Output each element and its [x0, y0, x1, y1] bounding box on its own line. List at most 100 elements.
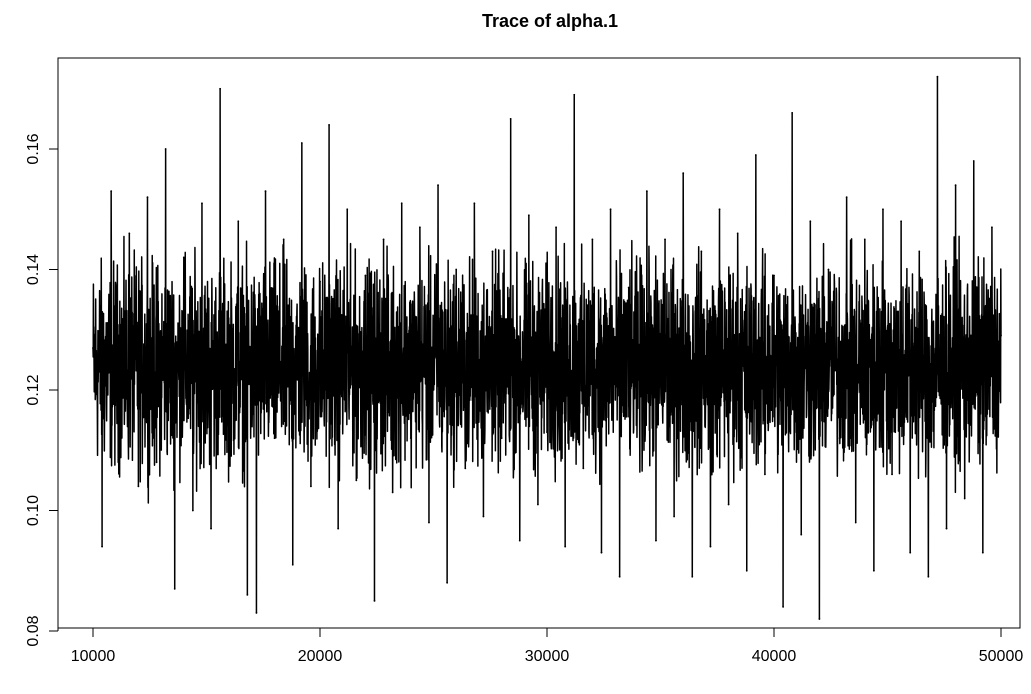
data-point	[455, 268, 458, 271]
data-point	[954, 184, 957, 187]
data-point	[709, 545, 712, 548]
data-point	[482, 515, 485, 518]
data-point	[845, 196, 848, 199]
data-point	[791, 111, 794, 114]
data-point	[537, 503, 539, 506]
data-point	[319, 280, 321, 283]
data-point	[382, 238, 385, 241]
data-point	[137, 485, 140, 488]
data-point	[555, 226, 557, 229]
data-point	[854, 521, 857, 524]
data-point	[900, 220, 903, 223]
data-point	[173, 587, 176, 590]
data-point	[391, 491, 394, 494]
data-point	[428, 521, 430, 524]
data-point	[210, 527, 212, 530]
y-axis: 0.08 0.10 0.12 0.14 0.16	[25, 133, 59, 647]
data-point	[110, 190, 113, 193]
data-point	[636, 407, 639, 409]
data-point	[337, 527, 340, 530]
data-point	[754, 154, 757, 156]
data-point	[101, 545, 103, 548]
data-point	[809, 220, 812, 223]
data-point	[872, 569, 875, 572]
data-point	[863, 238, 866, 241]
data-point	[346, 208, 349, 211]
data-point	[673, 515, 676, 518]
data-point	[164, 148, 167, 150]
data-point	[564, 545, 567, 548]
x-tick-label: 10000	[71, 648, 116, 665]
data-point	[273, 437, 276, 440]
data-point	[891, 473, 893, 476]
data-point	[291, 563, 294, 566]
data-point	[936, 75, 939, 78]
data-point	[700, 250, 703, 253]
data-point	[92, 346, 94, 349]
data-point	[264, 190, 267, 193]
data-point	[128, 232, 131, 235]
y-tick-label: 0.14	[25, 254, 42, 285]
data-point	[927, 575, 930, 578]
data-point	[509, 117, 512, 120]
data-point	[446, 581, 449, 584]
data-point	[972, 160, 975, 162]
data-point	[991, 226, 993, 229]
data-point	[300, 142, 303, 144]
x-tick-label: 30000	[525, 648, 570, 665]
data-point	[191, 509, 194, 512]
data-point	[155, 461, 158, 464]
data-point	[437, 184, 439, 187]
data-point	[409, 437, 412, 440]
data-point	[518, 539, 521, 542]
series-line-0	[92, 75, 1002, 620]
data-point	[773, 274, 775, 277]
data-point	[718, 208, 721, 211]
data-point	[909, 551, 912, 554]
data-point	[882, 208, 884, 211]
data-point	[918, 250, 921, 253]
x-tick-label: 20000	[298, 648, 343, 665]
data-point	[355, 479, 358, 482]
y-tick-label: 0.08	[25, 615, 42, 646]
data-point	[800, 533, 803, 536]
series-layer	[92, 75, 1002, 620]
data-point	[827, 268, 830, 271]
x-tick-label: 40000	[752, 648, 797, 665]
chart-title: Trace of alpha.1	[482, 11, 618, 31]
data-point	[682, 172, 685, 175]
x-tick-label: 50000	[979, 648, 1024, 665]
data-point	[727, 503, 730, 506]
data-point	[310, 485, 312, 488]
data-point	[182, 256, 185, 259]
data-point	[500, 437, 503, 440]
y-tick-label: 0.16	[25, 133, 42, 164]
data-point	[282, 238, 285, 241]
data-point	[328, 124, 330, 126]
data-point	[609, 208, 612, 211]
data-point	[945, 527, 948, 530]
data-point	[745, 569, 748, 572]
data-point	[963, 497, 966, 500]
data-point	[146, 196, 149, 199]
data-point	[600, 551, 603, 554]
data-point	[591, 238, 594, 241]
data-point	[418, 226, 421, 229]
x-axis: 10000 20000 30000 40000 50000	[71, 627, 1024, 665]
data-point	[736, 232, 739, 235]
data-point	[582, 467, 585, 470]
data-point	[836, 437, 839, 440]
data-point	[618, 575, 621, 578]
data-point	[981, 551, 984, 554]
data-point	[691, 575, 694, 578]
y-tick-label: 0.10	[25, 495, 42, 526]
data-point	[527, 214, 530, 217]
data-point	[219, 87, 222, 90]
data-point	[645, 190, 648, 193]
data-point	[201, 202, 203, 205]
y-tick-label: 0.12	[25, 374, 42, 405]
data-point	[473, 202, 476, 205]
data-point	[664, 238, 666, 241]
data-point	[228, 455, 231, 458]
